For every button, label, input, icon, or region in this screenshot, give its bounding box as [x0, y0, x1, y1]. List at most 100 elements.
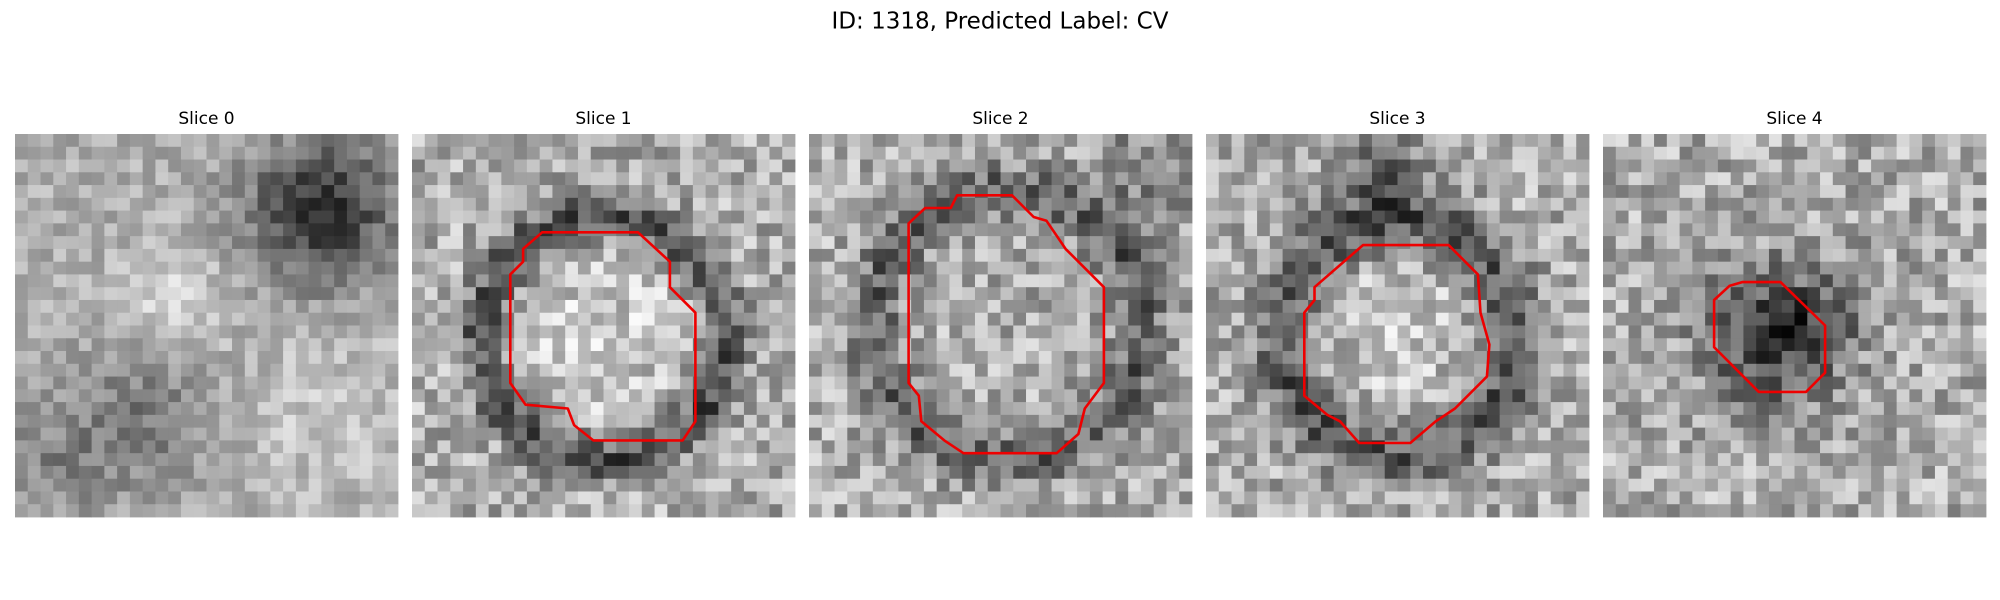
pixel — [1947, 134, 1961, 148]
pixel — [334, 146, 348, 160]
pixel — [1641, 299, 1655, 314]
pixel — [1244, 274, 1258, 288]
pixel — [1563, 351, 1577, 365]
pixel — [219, 299, 233, 314]
pixel — [475, 504, 489, 518]
pixel — [463, 351, 477, 365]
pixel — [911, 236, 925, 250]
pixel — [1550, 134, 1564, 148]
pixel — [1474, 172, 1488, 186]
pixel — [1320, 338, 1335, 352]
pixel — [514, 453, 528, 467]
pixel — [1282, 389, 1296, 403]
pixel — [385, 248, 399, 263]
pixel — [962, 478, 976, 492]
pixel — [1166, 376, 1180, 390]
pixel — [1410, 402, 1424, 416]
pixel — [1576, 210, 1590, 224]
pixel — [1615, 223, 1629, 237]
pixel — [78, 414, 92, 429]
pixel — [1512, 351, 1526, 365]
pixel — [1934, 363, 1949, 377]
pixel — [769, 197, 783, 211]
pixel — [372, 402, 386, 416]
pixel — [15, 134, 29, 148]
pixel — [1641, 363, 1655, 377]
pixel — [1000, 274, 1014, 288]
pixel — [1641, 478, 1655, 492]
pixel — [1717, 261, 1732, 275]
pixel — [1781, 287, 1795, 301]
pixel — [1153, 172, 1167, 186]
pixel — [1435, 261, 1449, 275]
pixel — [1512, 197, 1526, 211]
pixel — [359, 159, 373, 173]
pixel — [1666, 351, 1680, 365]
pixel — [488, 146, 502, 160]
pixel — [1359, 325, 1373, 339]
pixel — [1051, 325, 1065, 339]
pixel — [437, 197, 451, 211]
pixel — [1410, 504, 1424, 518]
pixel — [437, 453, 451, 467]
pixel — [539, 402, 553, 416]
pixel — [1883, 185, 1898, 199]
pixel — [450, 402, 464, 416]
pixel — [308, 402, 322, 416]
pixel — [743, 338, 758, 352]
pixel — [437, 363, 451, 377]
pixel — [1064, 414, 1078, 429]
pixel — [1525, 146, 1539, 160]
pixel — [860, 427, 874, 441]
pixel — [66, 236, 80, 250]
pixel — [1038, 453, 1052, 467]
pixel — [1089, 338, 1104, 352]
pixel — [1794, 261, 1808, 275]
pixel — [1051, 504, 1065, 518]
pixel — [911, 325, 925, 339]
pixel — [1295, 491, 1309, 505]
pixel — [514, 363, 528, 377]
pixel — [872, 185, 886, 199]
pixel — [1858, 210, 1872, 224]
pixel — [501, 197, 515, 211]
pixel — [1000, 414, 1014, 429]
pixel — [1845, 159, 1859, 173]
pixel — [782, 146, 796, 160]
pixel — [1705, 159, 1719, 173]
pixel — [1743, 159, 1757, 173]
pixel — [346, 389, 361, 403]
pixel — [1295, 287, 1309, 301]
pixel — [1333, 363, 1347, 377]
pixel — [321, 185, 335, 199]
pixel — [232, 172, 246, 186]
pixel — [321, 312, 335, 326]
pixel — [974, 172, 989, 186]
pixel — [949, 236, 963, 250]
pixel — [1295, 223, 1309, 237]
pixel — [412, 223, 426, 237]
pixel — [244, 159, 258, 173]
pixel — [66, 172, 80, 186]
pixel — [1359, 185, 1373, 199]
pixel — [1794, 312, 1808, 326]
pixel — [1858, 248, 1872, 263]
pixel — [1102, 146, 1116, 160]
pixel — [1435, 402, 1449, 416]
pixel — [680, 274, 694, 288]
pixel — [1960, 236, 1974, 250]
pixel — [769, 172, 783, 186]
pixel — [1654, 414, 1668, 429]
pixel — [1717, 210, 1732, 224]
pixel — [1384, 197, 1398, 211]
pixel — [450, 389, 464, 403]
pixel — [1115, 427, 1129, 441]
pixel — [641, 414, 655, 429]
pixel — [1128, 248, 1142, 263]
pixel — [834, 134, 848, 148]
pixel — [718, 427, 732, 441]
pixel — [1615, 465, 1629, 480]
pixel — [1282, 223, 1296, 237]
pixel — [1922, 185, 1936, 199]
pixel — [667, 197, 681, 211]
